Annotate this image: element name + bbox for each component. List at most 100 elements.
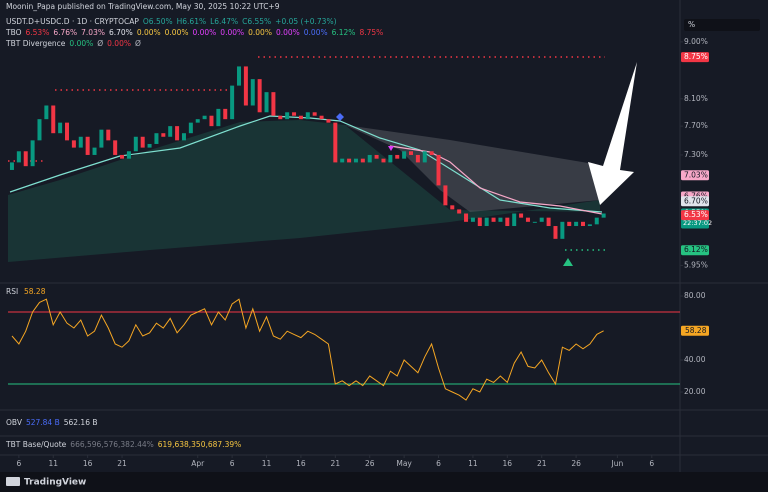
price-badge-label: 6.70% bbox=[684, 196, 708, 205]
unit-button[interactable] bbox=[684, 19, 760, 31]
candle-body bbox=[181, 133, 186, 141]
candle-body bbox=[154, 133, 159, 144]
legend-text: TBT Base/Quote bbox=[5, 440, 67, 449]
y-tick-label: 7.70% bbox=[684, 121, 708, 130]
x-tick-label: 16 bbox=[83, 459, 93, 468]
candle-body bbox=[429, 151, 434, 155]
unit-button-label[interactable]: % bbox=[688, 20, 695, 29]
x-tick-label: 11 bbox=[262, 459, 272, 468]
legend-text: 0.00% bbox=[304, 28, 328, 37]
x-tick-label: 16 bbox=[503, 459, 513, 468]
footer-bar bbox=[0, 472, 768, 492]
candle-body bbox=[491, 217, 496, 222]
x-tick-label: 11 bbox=[48, 459, 58, 468]
x-tick-label: Apr bbox=[191, 459, 205, 468]
candle-body bbox=[44, 105, 49, 120]
legend-text: C6.55% bbox=[242, 17, 271, 26]
buy-signal bbox=[563, 258, 573, 266]
candle-body bbox=[78, 136, 83, 148]
candle-body bbox=[505, 217, 510, 227]
candle-body bbox=[195, 119, 200, 123]
candle-body bbox=[51, 105, 56, 134]
legend-text: Ø bbox=[97, 39, 103, 48]
candle-body bbox=[443, 185, 448, 206]
legend-text: 6.53% bbox=[26, 28, 50, 37]
x-tick-label: 11 bbox=[468, 459, 478, 468]
candle-body bbox=[498, 217, 503, 222]
candle-body bbox=[333, 122, 338, 163]
x-tick-label: 6 bbox=[230, 459, 235, 468]
candle-body bbox=[457, 209, 462, 214]
candle-body bbox=[525, 217, 530, 222]
candle-body bbox=[340, 158, 345, 163]
price-badge bbox=[681, 170, 709, 181]
rsi-badge-label: 58.28 bbox=[685, 326, 707, 335]
candle-body bbox=[360, 158, 365, 163]
legend-text: 7.03% bbox=[81, 28, 105, 37]
candle-body bbox=[9, 162, 14, 170]
candle-body bbox=[223, 108, 228, 120]
legend-text: OBV bbox=[6, 418, 23, 427]
candle-body bbox=[106, 129, 111, 141]
price-badge bbox=[681, 52, 709, 63]
candle-body bbox=[367, 154, 372, 163]
legend-text: 527.84 B bbox=[26, 418, 60, 427]
legend-text: 6.12% bbox=[332, 28, 356, 37]
candle-body bbox=[92, 147, 97, 155]
candle-body bbox=[415, 154, 420, 163]
brand-logo bbox=[6, 477, 20, 486]
price-badge-label: 8.75% bbox=[684, 52, 708, 61]
legend-text: 6.76% bbox=[53, 28, 77, 37]
y-tick-label: 8.10% bbox=[684, 94, 708, 103]
candle-body bbox=[16, 151, 21, 163]
candle-body bbox=[161, 133, 166, 137]
candle-body bbox=[264, 92, 269, 113]
candle-body bbox=[292, 112, 297, 116]
candle-body bbox=[587, 224, 592, 227]
legend-text: O6.50% bbox=[143, 17, 173, 26]
tbo-cloud bbox=[8, 120, 600, 262]
legend-text: L6.47% bbox=[210, 17, 238, 26]
candle-body bbox=[271, 92, 276, 116]
x-tick-label: May bbox=[396, 459, 412, 468]
candle-body bbox=[436, 154, 441, 186]
legend-text: 619,638,350,687.39% bbox=[158, 440, 241, 449]
legend-text: H6.61% bbox=[177, 17, 206, 26]
signal-triangle bbox=[388, 146, 394, 151]
candle-body bbox=[567, 221, 572, 227]
candle-body bbox=[188, 122, 193, 134]
candle-body bbox=[408, 151, 413, 155]
candle-body bbox=[209, 115, 214, 127]
candle-body bbox=[477, 217, 482, 227]
candle-body bbox=[326, 119, 331, 123]
x-tick-label: 6 bbox=[16, 459, 21, 468]
pane-title: RSI bbox=[6, 287, 18, 296]
price-badge-label: 7.03% bbox=[684, 170, 708, 179]
candle-body bbox=[470, 217, 475, 222]
legend-text: 0.00% bbox=[248, 28, 272, 37]
candle-body bbox=[298, 115, 303, 120]
annotation-arrow bbox=[588, 62, 637, 205]
candle-body bbox=[347, 158, 352, 163]
legend-text: 0.00% bbox=[107, 39, 131, 48]
candle-body bbox=[202, 115, 207, 120]
candle-body bbox=[312, 112, 317, 116]
signal-diamond bbox=[336, 113, 344, 121]
price-badge bbox=[681, 196, 709, 207]
x-tick-label: Jun bbox=[611, 459, 624, 468]
price-badge bbox=[681, 210, 709, 221]
candle-body bbox=[168, 126, 173, 137]
candle-body bbox=[147, 143, 152, 148]
candle-body bbox=[65, 122, 70, 141]
x-tick-label: 21 bbox=[117, 459, 127, 468]
candle-body bbox=[484, 217, 489, 227]
legend-text: 0.00% bbox=[276, 28, 300, 37]
candle-body bbox=[553, 226, 558, 239]
candle-body bbox=[594, 217, 599, 225]
candle-body bbox=[278, 115, 283, 120]
published-line: Moonin_Papa published on TradingView.com… bbox=[6, 2, 280, 11]
candle-body bbox=[546, 217, 551, 227]
candle-body bbox=[257, 79, 262, 113]
candle-body bbox=[395, 154, 400, 159]
